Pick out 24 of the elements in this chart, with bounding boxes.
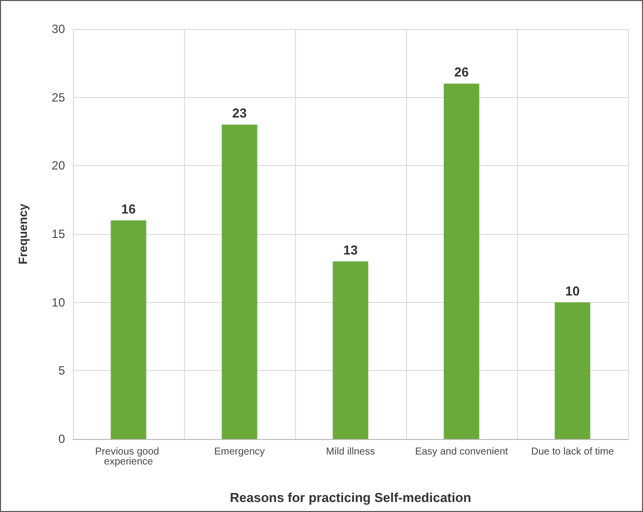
y-tick-label: 10: [52, 295, 66, 310]
x-axis-title: Reasons for practicing Self-medication: [230, 490, 472, 505]
x-tick-label: Mild illness: [326, 446, 375, 458]
bar: [444, 84, 480, 439]
y-tick-label: 5: [58, 364, 66, 378]
data-label: 23: [232, 106, 247, 121]
y-tick-label: 15: [52, 227, 66, 241]
data-label: 26: [454, 64, 469, 80]
y-tick-label: 30: [52, 22, 66, 36]
data-label: 13: [343, 242, 358, 258]
y-tick-label: 20: [52, 158, 66, 173]
x-tick-label: Easy and convenient: [415, 446, 508, 458]
x-tick-label: Previous good experience: [95, 446, 162, 468]
bar: [110, 220, 146, 439]
y-tick-label: 25: [52, 90, 66, 104]
bar: [332, 261, 368, 439]
y-axis-title: Frequency: [16, 203, 30, 264]
data-label: 10: [565, 283, 580, 298]
x-tick-label: Due to lack of time: [531, 446, 614, 458]
y-tick-label: 0: [58, 432, 66, 446]
x-tick-label: Emergency: [214, 446, 265, 458]
data-label: 16: [121, 201, 136, 216]
bar: [554, 302, 590, 439]
bar: [222, 124, 258, 439]
